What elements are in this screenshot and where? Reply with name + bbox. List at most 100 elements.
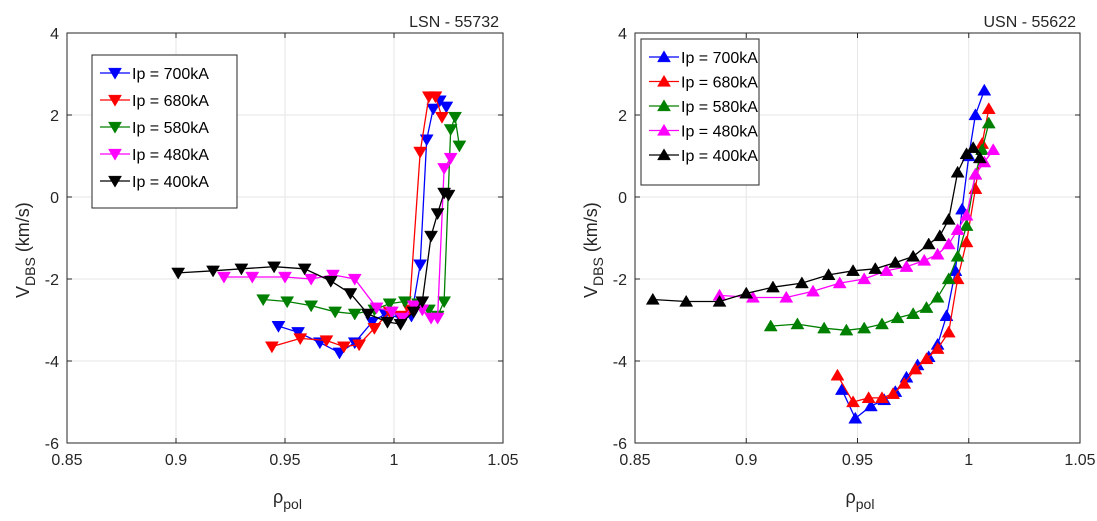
chart2-legend: Ip = 700kA Ip = 680kA Ip = 580kA Ip = 480kA… <box>640 38 760 186</box>
chart2-series-3-point-15 <box>986 143 1001 155</box>
chart1-legend-entry-4: Ip = 400kA <box>100 174 209 191</box>
chart2-series-4-point-8 <box>868 262 883 274</box>
chart2-series-2-point-1 <box>790 317 805 330</box>
chart1-series-0-point-1 <box>291 327 306 339</box>
chart1-series-2-point-12 <box>443 124 458 137</box>
chart1-series-3-point-5 <box>347 273 362 286</box>
chart1-series-1-point-11 <box>428 91 443 104</box>
chart2-series-3-line <box>719 149 994 299</box>
chart1-ytick-label-5: 4 <box>50 26 59 43</box>
chart1-legend-label-0: Ip = 700kA <box>132 66 209 83</box>
chart1-series-0-point-10 <box>419 134 434 147</box>
chart1-legend-label-1: Ip = 680kA <box>132 93 209 110</box>
chart2-series-4-point-4 <box>766 280 780 293</box>
chart2-legend-label-4: Ip = 400kA <box>681 148 758 165</box>
chart1-ytick-label-4: 2 <box>50 108 59 125</box>
chart2-ytick-label-0: -6 <box>613 436 627 453</box>
chart2-series-4-point-7 <box>846 264 860 276</box>
chart1-series-2-point-11 <box>437 296 452 309</box>
chart1-ylabel: VDBS (km/s) <box>13 202 38 298</box>
chart2-series-2-point-0 <box>763 319 778 332</box>
chart2-series-1-point-6 <box>908 362 923 375</box>
chart2-series-4-point-10 <box>906 249 921 262</box>
chart2-series-4-point-13 <box>941 212 956 225</box>
chart1-series-1-point-12 <box>435 111 449 124</box>
chart2-legend-entry-4: Ip = 400kA <box>649 148 758 165</box>
chart2-series-3-point-2 <box>779 290 794 303</box>
chart2-series-3-point-3 <box>806 284 820 297</box>
chart1-series-3-point-14 <box>443 152 458 165</box>
chart2-series-1-point-9 <box>941 325 956 338</box>
chart2-legend-marker-3 <box>657 123 671 136</box>
chart2-xtick-label-4: 1.05 <box>1064 452 1095 469</box>
chart1-series-1-point-9 <box>413 146 428 159</box>
chart1-series-0-point-0 <box>271 321 286 333</box>
chart1-series-0-point-5 <box>365 316 380 329</box>
chart2-series-4-point-6 <box>821 268 836 281</box>
chart1-xlabel: ρpol <box>273 487 302 512</box>
chart2-series-4-point-12 <box>932 229 947 242</box>
chart2-series-2-point-3 <box>839 323 854 336</box>
chart2-series-1-point-10 <box>950 272 965 285</box>
chart1-series-4-line <box>178 191 449 325</box>
chart2-series-1-point-5 <box>897 376 912 389</box>
chart2-legend-label-0: Ip = 700kA <box>681 50 758 67</box>
chart2-series-3-point-10 <box>941 237 956 250</box>
chart1-series-4-point-9 <box>393 318 408 331</box>
chart1-legend: Ip = 700kA Ip = 680kA Ip = 580kA Ip = 480kA… <box>91 54 238 209</box>
chart2-series-2-point-15 <box>981 116 996 129</box>
chart2-series-1-point-14 <box>981 102 996 114</box>
chart2-series-2-point-8 <box>919 301 934 313</box>
chart2-legend-entry-0: Ip = 700kA <box>649 50 758 67</box>
chart1-legend-marker-2 <box>108 121 122 134</box>
chart1-series-0-point-11 <box>426 103 441 116</box>
chart2-legend-marker-4 <box>657 148 671 161</box>
chart2-legend-label-1: Ip = 680kA <box>681 75 758 92</box>
chart2-series-4-point-14 <box>950 165 965 178</box>
chart2-series-1-point-4 <box>886 387 901 399</box>
chart2-series-2-point-7 <box>906 307 921 319</box>
chart2-xtick-label-2: 0.95 <box>842 452 873 469</box>
chart1-series-2-point-13 <box>448 111 462 124</box>
chart2-series-3 <box>712 143 1001 303</box>
chart2-series-1-point-3 <box>875 391 889 404</box>
chart1-series-4-point-13 <box>430 208 445 221</box>
chart2-series-4-point-3 <box>739 286 754 299</box>
chart2-ytick-label-3: 0 <box>618 190 627 207</box>
chart1-series-1-point-1 <box>293 333 308 346</box>
chart2-series-4 <box>645 141 987 307</box>
chart2-series-2-line <box>770 123 990 331</box>
chart1-ytick-label-2: -2 <box>45 272 59 289</box>
chart1-series-1-point-4 <box>352 339 367 352</box>
chart1-legend-entry-1: Ip = 680kA <box>100 93 209 110</box>
chart2-series-1-point-0 <box>830 368 845 381</box>
chart1-series-1-point-0 <box>264 341 279 354</box>
chart1-series-4-point-15 <box>441 189 456 202</box>
chart2-series-0-point-2 <box>863 399 878 412</box>
chart2-series-1-point-2 <box>861 391 876 404</box>
chart1-ytick-label-0: -6 <box>45 436 59 453</box>
chart2-series-1 <box>830 102 996 408</box>
chart1-series-4-point-5 <box>323 275 338 288</box>
chart1-series-3-point-1 <box>245 271 260 284</box>
chart1-series-4 <box>171 187 456 331</box>
chart2-xtick-label-0: 0.85 <box>619 452 650 469</box>
chart1-legend-label-2: Ip = 580kA <box>132 120 209 137</box>
chart2-legend-marker-1 <box>657 74 671 87</box>
chart2-ylabel: VDBS (km/s) <box>581 202 606 298</box>
chart1-series-4-point-3 <box>267 261 282 274</box>
chart1-series-2-point-14 <box>452 140 467 153</box>
chart2-series-1-point-7 <box>919 352 934 365</box>
chart1-series-4-point-8 <box>380 316 395 329</box>
chart2-ytick-label-2: -2 <box>613 272 627 289</box>
chart1-series-2-point-4 <box>347 308 362 321</box>
chart2-legend-marker-2 <box>657 99 671 112</box>
chart2-series-0-point-13 <box>968 108 983 121</box>
chart1-series-2-point-1 <box>280 296 295 309</box>
chart2-series-3-point-9 <box>930 247 945 260</box>
chart2-series-3-point-11 <box>950 223 965 235</box>
chart1-xtick-label-3: 1 <box>390 452 399 469</box>
chart1-legend-marker-0 <box>108 67 122 80</box>
chart1-xtick-label-1: 0.9 <box>165 452 187 469</box>
chart2-xtick-label-3: 1 <box>964 452 973 469</box>
